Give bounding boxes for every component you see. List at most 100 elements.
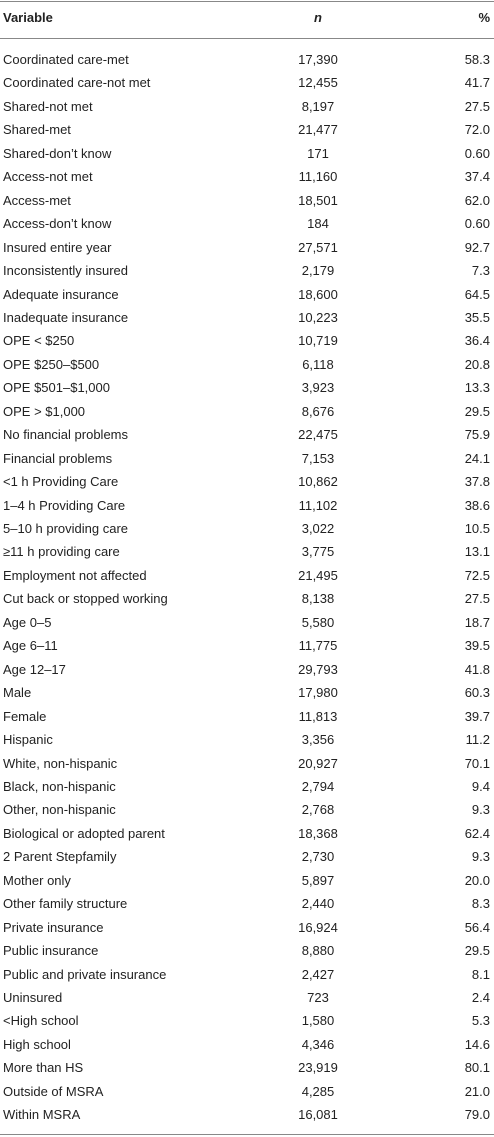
percent-cell: 58.3 [464, 52, 490, 67]
variable-cell: Other family structure [3, 896, 128, 912]
variable-cell: Age 6–11 [3, 638, 58, 654]
n-cell: 16,924 [298, 919, 338, 935]
n-cell: 7,153 [301, 450, 335, 466]
percent-cell: 92.7 [464, 239, 490, 255]
percent-cell: 39.5 [464, 638, 490, 654]
n-cell: 2,768 [301, 802, 335, 818]
n-cell: 10,862 [298, 474, 338, 490]
variable-cell: OPE $501–$1,000 [3, 380, 110, 396]
variable-cell: Cut back or stopped working [3, 591, 168, 607]
variable-cell: Age 12–17 [3, 661, 66, 677]
variable-cell: <1 h Providing Care [3, 474, 119, 490]
n-cell: 8,676 [301, 403, 335, 419]
variable-cell: Other, non-hispanic [3, 802, 116, 818]
n-cell: 5,580 [301, 614, 335, 630]
n-cell: 2,179 [301, 263, 335, 279]
variable-cell: High school [3, 1036, 71, 1052]
variable-cell: Mother only [3, 872, 71, 888]
percent-cell: 2.4 [471, 990, 490, 1005]
n-cell: 4,346 [301, 1036, 335, 1052]
n-cell: 2,794 [301, 778, 335, 794]
variable-cell: Insured entire year [3, 239, 112, 255]
n-cell: 2,440 [301, 896, 335, 912]
variable-cell: Age 0–5 [3, 614, 52, 630]
percent-cell: 70.1 [464, 755, 490, 771]
percent-cell: 0.60 [464, 216, 490, 232]
variable-cell: Shared-don’t know [3, 145, 112, 161]
n-cell: 11,160 [298, 169, 338, 185]
percent-cell: 13.3 [464, 380, 490, 396]
n-cell: 23,919 [298, 1060, 338, 1076]
n-cell: 11,813 [298, 708, 338, 724]
percent-cell: 39.7 [464, 708, 490, 724]
percent-cell: 64.5 [464, 286, 490, 302]
variable-cell: ≥11 h providing care [3, 544, 120, 560]
variable-cell: Black, non-hispanic [3, 778, 116, 794]
top-rule [0, 1, 494, 2]
n-cell: 8,138 [301, 591, 335, 607]
n-cell: 18,600 [298, 286, 338, 302]
percent-cell: 56.4 [464, 919, 490, 935]
percent-cell: 18.7 [464, 614, 490, 630]
variable-cell: Private insurance [3, 919, 104, 935]
percent-cell: 35.5 [464, 309, 490, 325]
variable-cell: Uninsured [3, 990, 63, 1005]
variable-cell: More than HS [3, 1060, 84, 1076]
variable-cell: Biological or adopted parent [3, 825, 165, 841]
n-cell: 17,980 [298, 685, 338, 701]
header-cell: % [478, 10, 490, 25]
n-cell: 8,197 [301, 98, 335, 114]
variable-cell: <High school [3, 1013, 79, 1029]
n-cell: 17,390 [298, 52, 338, 67]
header-rule [0, 38, 494, 39]
n-cell: 18,368 [298, 825, 338, 841]
variable-cell: Female [3, 708, 47, 724]
percent-cell: 41.7 [464, 75, 490, 91]
variable-cell: Access-met [3, 192, 71, 208]
percent-cell: 75.9 [464, 427, 490, 443]
percent-cell: 14.6 [464, 1036, 490, 1052]
percent-cell: 38.6 [464, 497, 490, 513]
n-cell: 2,427 [301, 966, 335, 982]
percent-cell: 27.5 [464, 591, 490, 607]
variable-cell: OPE $250–$500 [3, 356, 100, 372]
variable-cell: Coordinated care-met [3, 52, 129, 67]
percent-cell: 13.1 [464, 544, 490, 560]
variable-cell: Financial problems [3, 450, 113, 466]
percent-cell: 27.5 [464, 98, 490, 114]
n-cell: 27,571 [298, 239, 338, 255]
variable-cell: Employment not affected [3, 567, 147, 583]
variable-cell: White, non-hispanic [3, 755, 118, 771]
percent-cell: 0.60 [464, 145, 490, 161]
percent-cell: 62.0 [464, 192, 490, 208]
n-cell: 11,102 [298, 497, 338, 513]
n-cell: 3,923 [301, 380, 335, 396]
n-cell: 21,477 [298, 122, 338, 138]
variable-cell: Adequate insurance [3, 286, 119, 302]
n-cell: 18,501 [298, 192, 338, 208]
n-cell: 184 [307, 216, 329, 232]
variable-cell: Coordinated care-not met [3, 75, 151, 91]
variable-cell: Shared-not met [3, 98, 93, 114]
n-cell: 16,081 [298, 1107, 338, 1123]
percent-cell: 10.5 [464, 521, 490, 536]
percent-cell: 21.0 [464, 1083, 490, 1099]
percent-cell: 20.8 [464, 356, 490, 372]
percent-cell: 41.8 [464, 661, 490, 677]
n-cell: 1,580 [301, 1013, 335, 1029]
n-cell: 11,775 [298, 638, 338, 654]
percent-cell: 9.4 [471, 778, 490, 794]
n-cell: 21,495 [298, 567, 338, 583]
n-cell: 3,775 [301, 544, 335, 560]
percent-cell: 79.0 [464, 1107, 490, 1123]
percent-cell: 9.3 [471, 849, 490, 865]
n-cell: 171 [307, 145, 329, 161]
percent-cell: 8.1 [471, 966, 490, 982]
percent-cell: 29.5 [464, 943, 490, 959]
variable-cell: Public and private insurance [3, 966, 167, 982]
variable-cell: Shared-met [3, 122, 71, 138]
percent-cell: 9.3 [471, 802, 490, 818]
bottom-rule [0, 1134, 494, 1135]
variable-cell: Inconsistently insured [3, 263, 129, 279]
